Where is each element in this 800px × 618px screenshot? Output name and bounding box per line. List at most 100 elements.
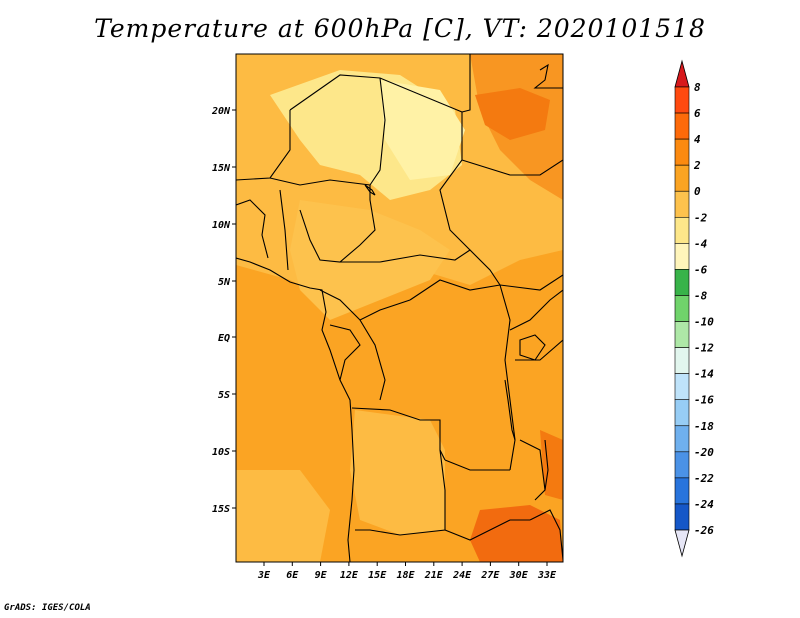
x-tick-label: 15E <box>368 570 387 581</box>
colorbar-bin <box>674 269 690 296</box>
colorbar-label: -6 <box>694 263 708 276</box>
border-east-africa <box>509 289 563 331</box>
border-libya-egypt <box>461 54 471 113</box>
colorbar-bin <box>674 451 690 479</box>
colorbar-label: -12 <box>694 342 714 355</box>
red-sea-coast <box>533 63 563 89</box>
y-tick-label: 15N <box>212 163 231 174</box>
colorbar-label: -18 <box>694 420 714 433</box>
border-mozambique <box>529 509 563 561</box>
colorbar-label: -10 <box>694 316 714 329</box>
border-algeria-niger <box>289 74 381 111</box>
colorbar-label: 4 <box>694 133 701 146</box>
colorbar-label: -24 <box>694 498 714 511</box>
colorbar-bin <box>674 477 690 505</box>
colorbar-label: -26 <box>694 524 714 537</box>
y-tick-label: 10S <box>212 447 230 458</box>
colorbar-bin <box>674 112 690 140</box>
colorbar-label: -22 <box>694 472 714 485</box>
y-tick-label: 5N <box>218 277 231 288</box>
colorbar-bin <box>674 347 690 374</box>
colorbar-label: -16 <box>694 394 714 407</box>
colorbar-bin <box>674 425 690 453</box>
border-zambia-south <box>444 519 530 541</box>
colorbar-bin <box>674 321 690 348</box>
temp-zone-central <box>290 200 450 320</box>
border-zambia-drc <box>444 459 510 471</box>
colorbar-bin <box>674 164 690 192</box>
x-tick-label: 33E <box>537 570 557 581</box>
border-gabon <box>329 324 361 381</box>
y-tick-label: 15S <box>212 504 230 515</box>
temp-zone-southwest <box>236 470 330 562</box>
border-south-sudan <box>499 274 563 291</box>
colorbar-top-arrow <box>674 59 690 88</box>
temp-zone-northeast-hot <box>475 88 550 140</box>
border-malawi <box>519 439 546 501</box>
colorbar-label: 0 <box>694 185 701 198</box>
temp-zone-southeast-hot <box>470 505 563 562</box>
country-borders <box>236 54 563 562</box>
border-sudan-south <box>461 159 563 176</box>
x-tick-label: 18E <box>396 570 415 581</box>
lake-malawi <box>544 439 549 491</box>
lake-chad <box>364 184 376 196</box>
colorbar-bottom-arrow <box>674 529 690 558</box>
x-tick-label: 6E <box>286 570 299 581</box>
colorbar: 8 6 4 2 0 -2 -4 -6 -8 -10 -12 -14 -16 -18 -20 -22 -24 -26 <box>674 59 714 558</box>
x-tick-label: 3E <box>257 570 271 581</box>
y-tick-label: 10N <box>212 220 231 231</box>
y-tick-label: 5S <box>218 390 230 401</box>
colorbar-label: -8 <box>694 289 708 302</box>
border-nigeria-niger <box>269 177 371 186</box>
border-benin-togo <box>279 189 289 271</box>
border-congo-drc <box>359 319 386 401</box>
colorbar-bin <box>674 399 690 427</box>
map-frame <box>235 53 564 563</box>
grads-credit: GrADS: IGES/COLA <box>4 603 91 613</box>
border-mali-niger <box>236 110 291 181</box>
y-axis: 20N 15N 10N 5N EQ 5S 10S 15S <box>211 106 236 515</box>
y-tick-label: 20N <box>211 106 231 117</box>
x-tick-label: 27E <box>480 570 500 581</box>
colorbar-label: 2 <box>693 159 701 172</box>
border-tanzania <box>515 339 563 361</box>
colorbar-bin <box>674 503 690 531</box>
x-axis: 3E 6E 9E 12E 15E 18E 21E 24E 27E 30E 33E <box>257 562 557 581</box>
lake-tanganyika <box>504 379 516 441</box>
map-title: Temperature at 600hPa [C], VT: 202010151… <box>94 14 706 43</box>
colorbar-label: 8 <box>694 81 701 94</box>
x-tick-label: 12E <box>340 570 359 581</box>
colorbar-label: 6 <box>694 107 701 120</box>
border-nigeria-cameroon <box>299 185 376 263</box>
border-west-upper <box>236 199 269 259</box>
border-car <box>340 249 501 286</box>
border-angola-zambia <box>355 449 446 536</box>
colorbar-label: -20 <box>694 446 714 459</box>
colorbar-label: -14 <box>694 368 714 381</box>
colorbar-bin <box>674 373 690 401</box>
x-tick-label: 24E <box>452 570 472 581</box>
border-drc-north <box>409 279 501 301</box>
colorbar-bin <box>674 190 690 218</box>
lake-victoria <box>519 334 546 361</box>
colorbar-label: -2 <box>694 211 708 224</box>
colorbar-bin <box>674 138 690 166</box>
colorbar-bin <box>674 243 690 270</box>
border-chad-sudan <box>439 112 471 251</box>
border-drc-east <box>499 284 516 471</box>
colorbar-bin <box>674 86 690 114</box>
colorbar-bin <box>674 216 690 244</box>
colorbar-bin <box>674 295 690 322</box>
x-tick-label: 9E <box>315 570 328 581</box>
border-angola-drc <box>351 407 446 461</box>
colorbar-label: -4 <box>694 237 708 250</box>
y-tick-label: EQ <box>218 333 230 344</box>
x-tick-label: 21E <box>424 570 444 581</box>
x-tick-label: 30E <box>509 570 529 581</box>
map-panel <box>236 54 563 562</box>
border-niger-chad <box>369 77 386 186</box>
border-chad-libya <box>379 77 463 113</box>
temp-zone-angola <box>350 410 445 535</box>
